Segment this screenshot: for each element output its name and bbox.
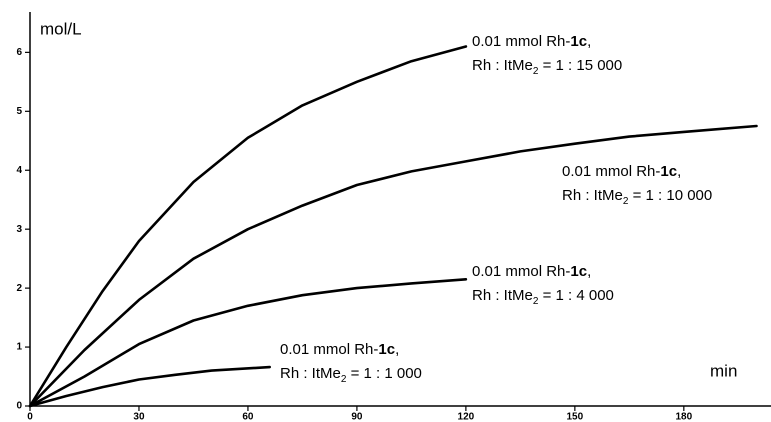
annotation-part: 0.01 mmol Rh-	[562, 163, 660, 180]
x-tick-label: 30	[133, 412, 145, 422]
annotation-part: 0.01 mmol Rh-	[280, 341, 378, 358]
annotation-part: 2	[533, 296, 539, 307]
curve	[28, 365, 272, 408]
y-axis-label: mol/L	[40, 19, 82, 38]
annotation-part: 2	[623, 196, 629, 207]
x-tick-label: 120	[458, 412, 475, 422]
curve	[28, 277, 468, 408]
annotation-part: = 1 : 4 000	[538, 287, 613, 304]
x-tick-label: 0	[27, 412, 33, 422]
annotation-part: 2	[533, 66, 539, 77]
annotation-part: 0.01 mmol Rh-	[472, 263, 570, 280]
annotation-line: Rh : ItMe2 = 1 : 10 000	[562, 187, 712, 207]
x-axis-label: min	[710, 361, 737, 380]
x-tick-label: 180	[675, 412, 692, 422]
annotation-part: = 1 : 10 000	[628, 187, 712, 204]
annotation-line: 0.01 mmol Rh-1c,	[472, 33, 591, 50]
annotation-line: 0.01 mmol Rh-1c,	[280, 341, 399, 358]
annotation-line: Rh : ItMe2 = 1 : 15 000	[472, 57, 622, 77]
annotation-line: Rh : ItMe2 = 1 : 1 000	[280, 365, 422, 385]
annotation-part: 1c	[570, 263, 587, 280]
annotation-part: ,	[677, 163, 681, 180]
y-tick-label: 5	[16, 106, 22, 117]
y-tick-label: 0	[16, 401, 22, 412]
y-tick-label: 3	[16, 224, 22, 235]
annotation-part: 1c	[570, 33, 587, 50]
annotation-part: 2	[341, 374, 347, 385]
annotation-line: 0.01 mmol Rh-1c,	[562, 163, 681, 180]
y-tick-label: 4	[16, 165, 22, 176]
annotation-part: = 1 : 1 000	[346, 365, 421, 382]
curve	[28, 124, 758, 408]
annotation-line: Rh : ItMe2 = 1 : 4 000	[472, 287, 614, 307]
x-tick-label: 90	[351, 412, 363, 422]
annotation-part: Rh : ItMe	[472, 57, 533, 74]
y-tick-label: 1	[16, 342, 22, 353]
annotation-part: ,	[587, 263, 591, 280]
y-tick-label: 6	[16, 47, 22, 58]
annotation-part: 1c	[660, 163, 677, 180]
y-tick-label: 2	[16, 283, 22, 294]
annotation-line: 0.01 mmol Rh-1c,	[472, 263, 591, 280]
x-tick-label: 150	[567, 412, 584, 422]
annotation-part: ,	[587, 33, 591, 50]
annotation-part: Rh : ItMe	[472, 287, 533, 304]
annotation-part: = 1 : 15 000	[538, 57, 622, 74]
annotation-part: ,	[395, 341, 399, 358]
annotation-part: Rh : ItMe	[280, 365, 341, 382]
annotation-part: Rh : ItMe	[562, 187, 623, 204]
annotation-part: 0.01 mmol Rh-	[472, 33, 570, 50]
x-tick-label: 60	[242, 412, 254, 422]
curve	[28, 45, 468, 408]
annotation-part: 1c	[378, 341, 395, 358]
